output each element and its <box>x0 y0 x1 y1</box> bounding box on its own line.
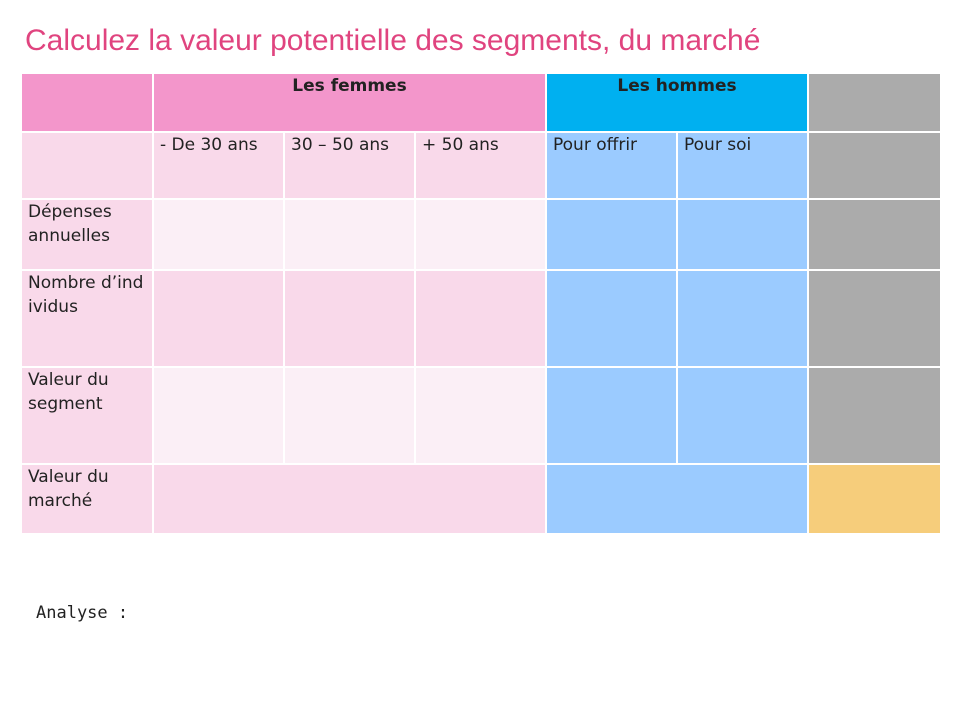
row-label-segment-value: Valeur du segment <box>20 366 154 465</box>
total-column-cell <box>807 198 942 271</box>
women-market-value-cell[interactable] <box>152 463 547 535</box>
total-column-cell <box>807 131 942 200</box>
men-market-value-cell[interactable] <box>545 463 809 535</box>
header-corner-cell <box>20 72 154 133</box>
subheader-for-self: Pour soi <box>676 131 809 200</box>
total-column-cell <box>807 269 942 368</box>
input-cell[interactable] <box>545 198 678 271</box>
table-row: Nombre d’individus <box>20 269 942 368</box>
women-group-header: Les femmes <box>152 72 547 133</box>
subheader-corner-cell <box>20 131 154 200</box>
input-cell[interactable] <box>545 269 678 368</box>
table-row: - De 30 ans 30 – 50 ans + 50 ans Pour of… <box>20 131 942 200</box>
table-row: Valeur du segment <box>20 366 942 465</box>
input-cell[interactable] <box>545 366 678 465</box>
market-total-cell[interactable] <box>807 463 942 535</box>
table-row: Valeur du marché <box>20 463 942 535</box>
subheader-under-30: - De 30 ans <box>152 131 285 200</box>
subheader-to-offer: Pour offrir <box>545 131 678 200</box>
input-cell[interactable] <box>676 198 809 271</box>
total-column-cell <box>807 72 942 133</box>
input-cell[interactable] <box>676 269 809 368</box>
analysis-label: Analyse : <box>36 603 129 623</box>
input-cell[interactable] <box>283 198 416 271</box>
input-cell[interactable] <box>283 366 416 465</box>
subheader-30-50: 30 – 50 ans <box>283 131 416 200</box>
input-cell[interactable] <box>283 269 416 368</box>
input-cell[interactable] <box>152 366 285 465</box>
segment-value-table: Les femmes Les hommes - De 30 ans 30 – 5… <box>20 72 942 535</box>
input-cell[interactable] <box>414 269 547 368</box>
page-title: Calculez la valeur potentielle des segme… <box>25 24 761 57</box>
row-label-individuals: Nombre d’individus <box>20 269 154 368</box>
input-cell[interactable] <box>414 366 547 465</box>
table-row: Les femmes Les hommes <box>20 72 942 133</box>
row-label-annual-spending: Dépenses annuelles <box>20 198 154 271</box>
input-cell[interactable] <box>414 198 547 271</box>
table-row: Dépenses annuelles <box>20 198 942 271</box>
input-cell[interactable] <box>152 198 285 271</box>
men-group-header: Les hommes <box>545 72 809 133</box>
input-cell[interactable] <box>152 269 285 368</box>
total-column-cell <box>807 366 942 465</box>
input-cell[interactable] <box>676 366 809 465</box>
row-label-market-value: Valeur du marché <box>20 463 154 535</box>
subheader-over-50: + 50 ans <box>414 131 547 200</box>
